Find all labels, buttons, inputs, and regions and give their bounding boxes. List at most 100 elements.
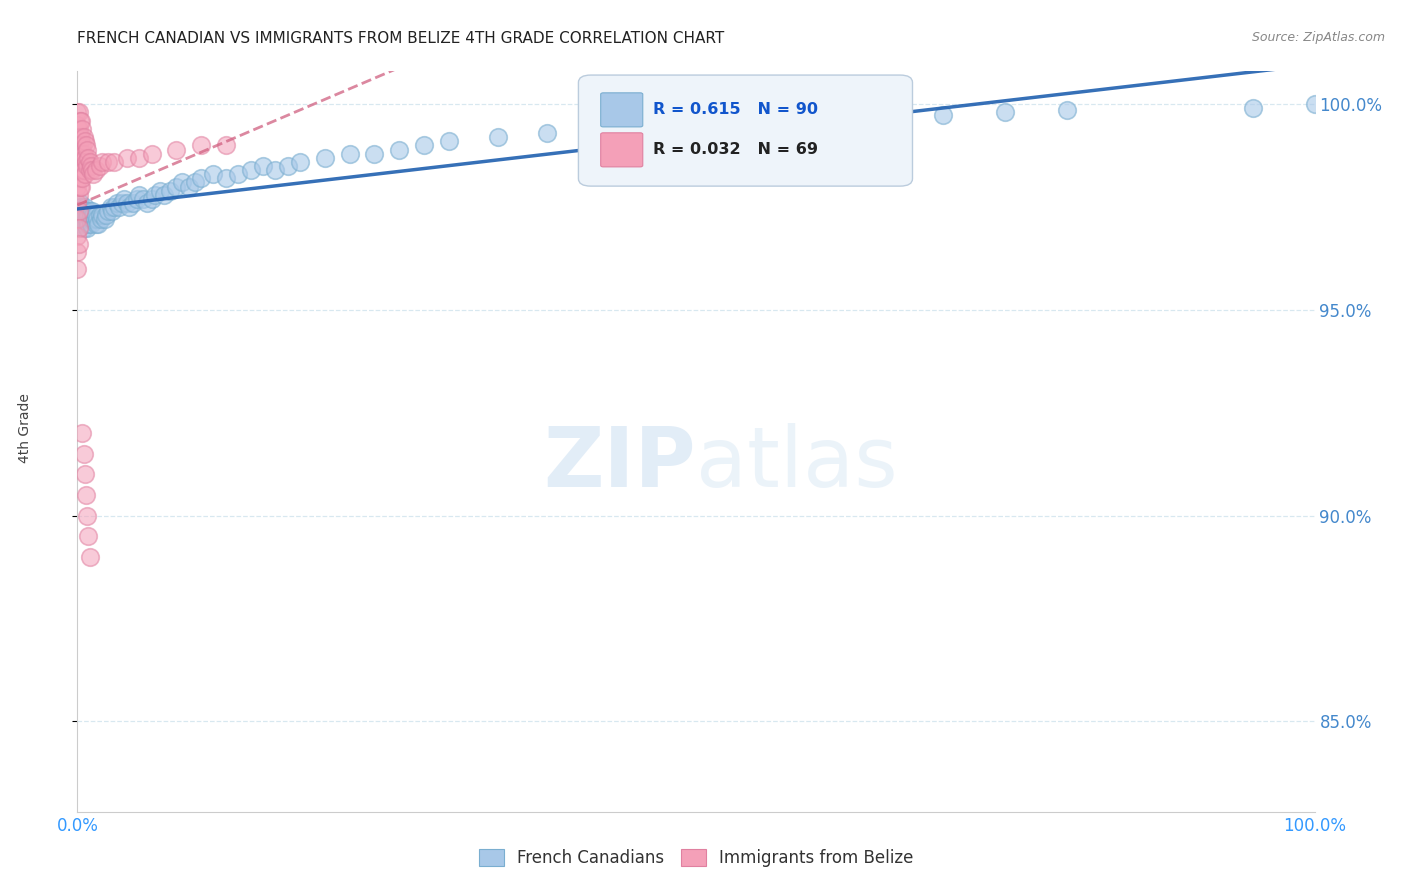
- Point: [82, 163, 104, 178]
- Point: [66, 179, 89, 194]
- FancyBboxPatch shape: [600, 133, 643, 167]
- Point: [149, 184, 172, 198]
- Point: [153, 187, 176, 202]
- Point: [80, 159, 103, 173]
- Point: [177, 179, 200, 194]
- Point: [72, 171, 94, 186]
- Point: [111, 196, 134, 211]
- Point: [69, 113, 91, 128]
- Point: [72, 212, 94, 227]
- Point: [82, 208, 104, 222]
- Point: [93, 212, 115, 227]
- Point: [94, 208, 117, 222]
- Point: [215, 138, 238, 153]
- Point: [79, 204, 101, 219]
- Point: [79, 212, 101, 227]
- Point: [69, 130, 91, 145]
- Point: [363, 146, 385, 161]
- Point: [79, 154, 101, 169]
- Point: [808, 112, 831, 126]
- Point: [67, 237, 90, 252]
- Point: [77, 529, 100, 543]
- Point: [77, 217, 100, 231]
- Point: [159, 184, 181, 198]
- Point: [264, 163, 287, 178]
- Point: [72, 447, 94, 461]
- Point: [67, 105, 90, 120]
- Point: [87, 217, 110, 231]
- Point: [80, 217, 103, 231]
- Point: [70, 113, 93, 128]
- Point: [72, 122, 94, 136]
- Point: [72, 163, 94, 178]
- Point: [66, 245, 89, 260]
- Point: [141, 192, 163, 206]
- Point: [84, 217, 107, 231]
- Point: [277, 159, 299, 173]
- Point: [72, 204, 94, 219]
- Point: [70, 163, 93, 178]
- Point: [97, 154, 120, 169]
- Point: [486, 130, 509, 145]
- Point: [76, 143, 98, 157]
- Point: [70, 217, 93, 231]
- Point: [412, 138, 434, 153]
- Point: [91, 154, 114, 169]
- Point: [202, 167, 225, 181]
- Point: [70, 208, 93, 222]
- Point: [73, 217, 96, 231]
- Point: [118, 200, 141, 214]
- Point: [108, 200, 131, 214]
- Point: [76, 212, 98, 227]
- Text: ZIP: ZIP: [544, 423, 696, 504]
- Point: [226, 167, 249, 181]
- Point: [67, 200, 90, 214]
- Point: [128, 187, 150, 202]
- Point: [66, 154, 89, 169]
- Point: [70, 200, 93, 214]
- Point: [165, 179, 187, 194]
- Point: [685, 118, 707, 132]
- Point: [69, 146, 91, 161]
- Point: [66, 105, 89, 120]
- Point: [100, 200, 122, 214]
- Point: [172, 175, 194, 189]
- Point: [215, 171, 238, 186]
- Point: [82, 167, 104, 181]
- Point: [184, 175, 207, 189]
- Text: 4th Grade: 4th Grade: [18, 393, 32, 463]
- Point: [69, 163, 91, 178]
- Point: [66, 261, 89, 276]
- Point: [132, 192, 155, 206]
- Point: [79, 163, 101, 178]
- Point: [143, 187, 166, 202]
- Point: [1241, 101, 1264, 115]
- Point: [67, 122, 90, 136]
- FancyBboxPatch shape: [600, 93, 643, 127]
- Point: [190, 138, 212, 153]
- Point: [66, 118, 89, 132]
- Point: [77, 151, 100, 165]
- Point: [103, 154, 125, 169]
- Text: Source: ZipAtlas.com: Source: ZipAtlas.com: [1251, 31, 1385, 45]
- Point: [190, 171, 212, 186]
- Point: [115, 196, 138, 211]
- Point: [66, 167, 89, 181]
- Point: [66, 212, 89, 227]
- Text: R = 0.032   N = 69: R = 0.032 N = 69: [652, 143, 818, 157]
- Point: [82, 212, 104, 227]
- Point: [80, 208, 103, 222]
- Point: [1303, 97, 1326, 112]
- Point: [339, 146, 361, 161]
- Point: [69, 204, 91, 219]
- Point: [141, 146, 163, 161]
- Point: [103, 200, 125, 214]
- Point: [86, 212, 108, 227]
- Point: [67, 154, 90, 169]
- Point: [115, 151, 138, 165]
- Point: [73, 467, 96, 482]
- Point: [76, 220, 98, 235]
- Point: [75, 204, 97, 219]
- Point: [288, 154, 311, 169]
- Point: [122, 196, 145, 211]
